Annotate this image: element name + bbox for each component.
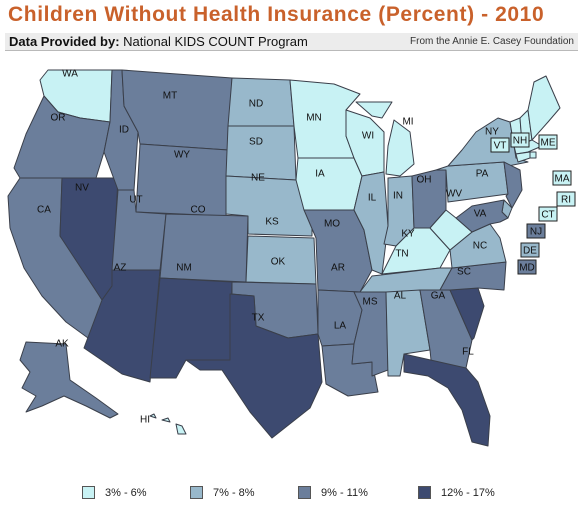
state-label-wv: WV	[446, 189, 462, 200]
state-az[interactable]	[83, 269, 161, 383]
state-label-ak: AK	[55, 339, 69, 350]
legend-label-1: 3% - 6%	[105, 486, 147, 499]
state-label-il: IL	[368, 193, 377, 204]
state-label-mt: MT	[163, 91, 177, 102]
state-label-fl: FL	[462, 347, 474, 358]
state-label-wy: WY	[174, 150, 190, 161]
state-label-la: LA	[334, 321, 347, 332]
state-label-ri: RI	[561, 195, 571, 206]
state-label-nh: NH	[513, 136, 527, 147]
state-md[interactable]	[455, 199, 509, 233]
state-label-sc: SC	[457, 267, 471, 278]
provider-bar: Data Provided by: National KIDS COUNT Pr…	[5, 33, 578, 51]
state-label-wa: WA	[62, 69, 78, 80]
legend-item-4: 12% - 17%	[418, 484, 495, 500]
callout-box-ma[interactable]	[552, 170, 572, 186]
state-nc[interactable]	[439, 261, 507, 291]
state-nj[interactable]	[503, 161, 523, 209]
state-label-nc: NC	[473, 241, 487, 252]
state-label-mn: MN	[306, 113, 322, 124]
callout-box-nj[interactable]	[526, 223, 546, 239]
labels-layer: WA OR CA NV ID MT WY UT AZ CO NM ND SD NE KS OK TX MN IA MO…	[37, 69, 576, 426]
state-label-ny: NY	[485, 127, 499, 138]
legend-swatch-2	[190, 486, 203, 500]
state-label-vt: VT	[494, 141, 507, 152]
legend-item-1: 3% - 6%	[82, 484, 147, 500]
state-label-co: CO	[191, 205, 206, 216]
legend-item-3: 9% - 11%	[298, 484, 368, 500]
state-label-tx: TX	[252, 313, 265, 324]
state-label-pa: PA	[476, 169, 489, 180]
state-label-me: ME	[541, 138, 556, 149]
callout-box-nh[interactable]	[510, 132, 530, 148]
state-label-ia: IA	[315, 169, 325, 180]
callout-box-vt[interactable]	[490, 137, 510, 153]
state-label-ok: OK	[271, 257, 286, 268]
state-label-ca: CA	[37, 205, 51, 216]
state-label-az: AZ	[114, 263, 127, 274]
legend-swatch-3	[298, 486, 311, 500]
state-mi[interactable]	[355, 101, 415, 177]
legend-swatch-1	[82, 486, 95, 500]
state-label-id: ID	[119, 125, 129, 136]
state-ak[interactable]	[19, 341, 119, 419]
state-hi[interactable]	[149, 413, 187, 435]
state-label-ut: UT	[129, 195, 142, 206]
callout-box-me[interactable]	[538, 134, 558, 150]
state-or[interactable]	[13, 95, 111, 179]
state-label-wi: WI	[362, 131, 374, 142]
state-label-ne: NE	[251, 173, 265, 184]
state-label-hi: HI	[140, 415, 150, 426]
callout-box-de[interactable]	[520, 242, 540, 258]
state-label-or: OR	[51, 113, 66, 124]
state-label-mi: MI	[402, 117, 413, 128]
map-title: Children Without Health Insurance (Perce…	[8, 3, 545, 26]
state-label-nv: NV	[75, 183, 89, 194]
state-label-nj: NJ	[530, 227, 542, 238]
state-label-oh: OH	[417, 175, 432, 186]
legend-item-2: 7% - 8%	[190, 484, 255, 500]
legend-label-2: 7% - 8%	[213, 486, 255, 499]
us-choropleth-map: WA OR CA NV ID MT WY UT AZ CO NM ND SD NE KS OK TX MN IA MO…	[7, 69, 576, 447]
state-co[interactable]	[159, 213, 249, 283]
state-label-ks: KS	[265, 217, 279, 228]
state-label-de: DE	[523, 246, 537, 257]
legend: 3% - 6% 7% - 8% 9% - 11% 12% - 17%	[0, 480, 583, 504]
state-label-in: IN	[393, 191, 403, 202]
states-layer	[7, 69, 561, 447]
state-label-ga: GA	[431, 291, 446, 302]
state-label-ms: MS	[363, 297, 378, 308]
state-ct[interactable]	[515, 151, 531, 163]
provider-prefix: Data Provided by:	[9, 34, 120, 49]
state-label-al: AL	[394, 291, 407, 302]
data-provider-text: Data Provided by: National KIDS COUNT Pr…	[9, 34, 308, 49]
state-label-tn: TN	[395, 249, 408, 260]
callout-box-ct[interactable]	[538, 206, 558, 222]
state-fl[interactable]	[403, 353, 491, 447]
state-label-md: MD	[519, 263, 535, 274]
source-credit: From the Annie E. Casey Foundation	[410, 36, 574, 47]
legend-label-4: 12% - 17%	[441, 486, 495, 499]
state-ri[interactable]	[529, 151, 537, 159]
state-label-sd: SD	[249, 137, 263, 148]
state-mt[interactable]	[121, 69, 233, 151]
state-label-ct: CT	[541, 210, 554, 221]
state-me[interactable]	[527, 75, 561, 141]
callout-box-md[interactable]	[517, 259, 537, 275]
state-il[interactable]	[353, 171, 389, 275]
state-label-va: VA	[474, 209, 487, 220]
state-label-ma: MA	[555, 174, 570, 185]
state-ia[interactable]	[295, 157, 363, 211]
legend-swatch-4	[418, 486, 431, 500]
state-label-nd: ND	[249, 99, 263, 110]
provider-name: National KIDS COUNT Program	[119, 34, 308, 49]
state-label-ar: AR	[331, 263, 345, 274]
state-label-ky: KY	[401, 229, 415, 240]
state-label-mo: MO	[324, 219, 340, 230]
callout-box-ri[interactable]	[556, 191, 576, 207]
state-tx[interactable]	[185, 293, 323, 439]
state-label-nm: NM	[176, 263, 192, 274]
legend-label-3: 9% - 11%	[321, 486, 368, 499]
